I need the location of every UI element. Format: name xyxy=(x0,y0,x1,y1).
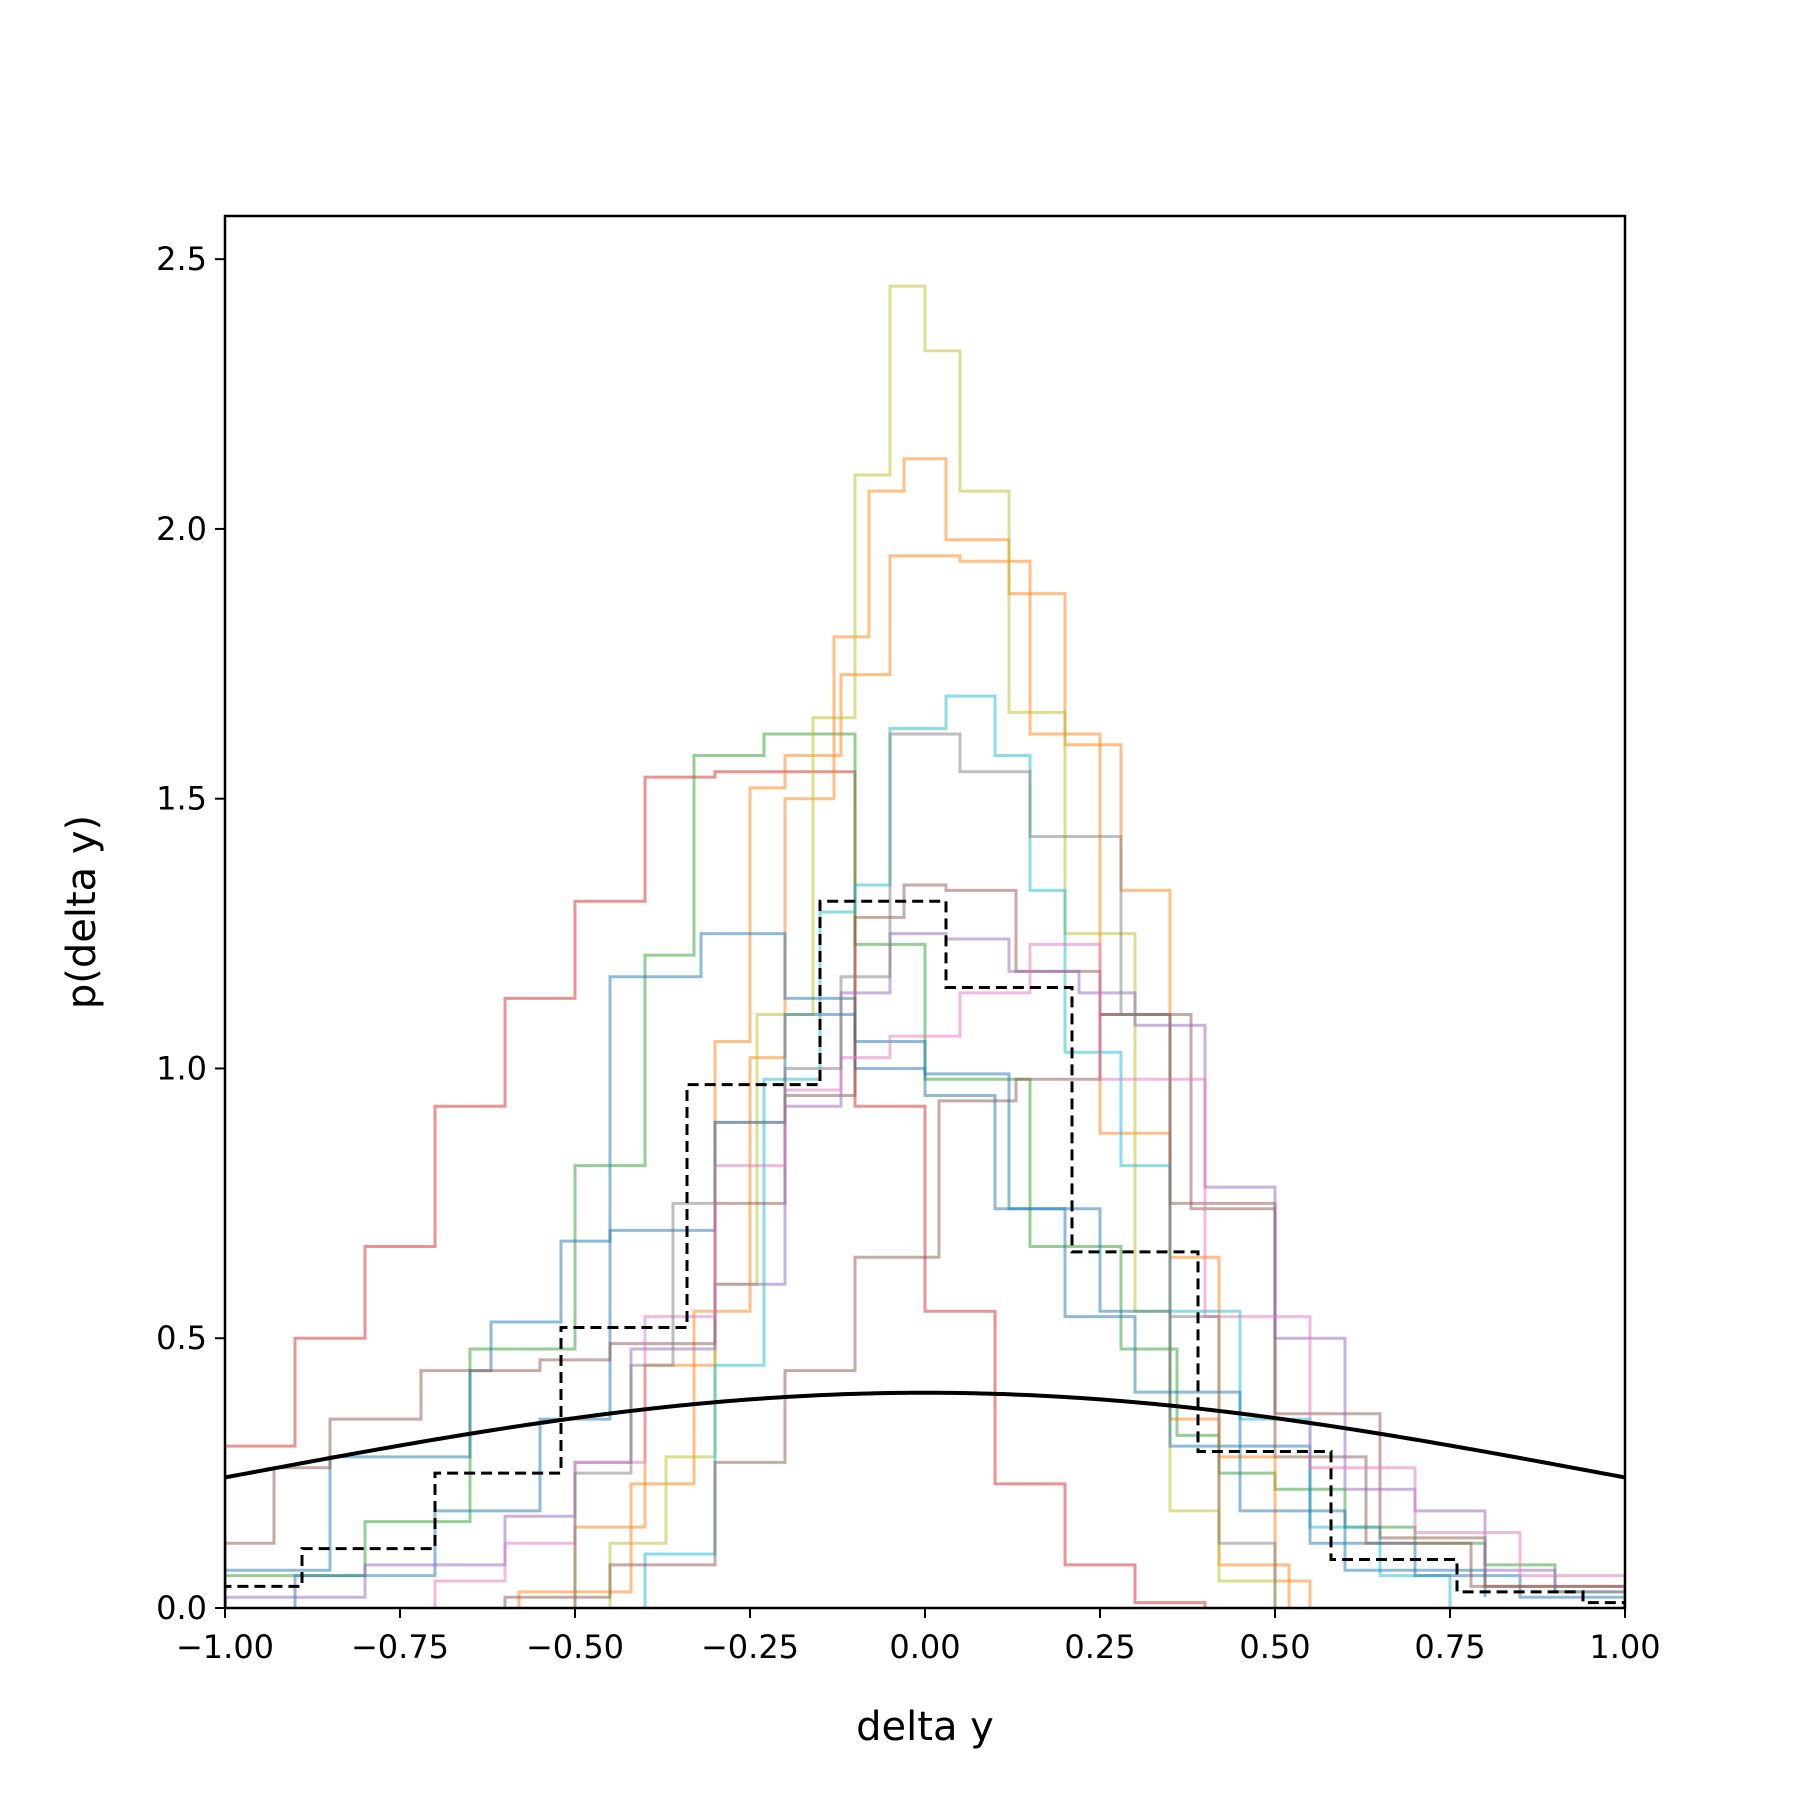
series-layer xyxy=(225,284,1625,1608)
histogram-mean-dashed xyxy=(225,899,1625,1608)
histogram-series-1 xyxy=(225,770,1207,1608)
x-tick-label: 0.00 xyxy=(889,1628,960,1666)
histogram-series-3 xyxy=(517,457,1312,1608)
histogram-series-10 xyxy=(503,1013,1625,1608)
y-tick-label: 2.5 xyxy=(156,240,207,278)
x-tick-label: −0.25 xyxy=(701,1628,799,1666)
x-axis: −1.00 −0.75 −0.50 −0.25 0.00 0.25 0.50 0.75 1.00 xyxy=(176,1608,1661,1666)
histogram-series-2 xyxy=(225,732,1625,1608)
x-tick-label: −0.75 xyxy=(351,1628,449,1666)
histogram-series-13 xyxy=(573,732,1277,1608)
histogram-series-12 xyxy=(433,942,1625,1608)
normal-pdf-curve xyxy=(225,1390,1625,1480)
y-tick-label: 0.0 xyxy=(156,1589,207,1627)
y-tick-label: 0.5 xyxy=(156,1319,207,1357)
x-tick-label: −0.50 xyxy=(526,1628,624,1666)
x-tick-label: −1.00 xyxy=(176,1628,274,1666)
y-axis-label: p(delta y) xyxy=(59,815,105,1009)
curve-layer xyxy=(225,1390,1625,1480)
x-tick-label: 0.50 xyxy=(1239,1628,1310,1666)
y-tick-label: 1.5 xyxy=(156,780,207,818)
x-tick-label: 0.25 xyxy=(1064,1628,1135,1666)
x-tick-label: 1.00 xyxy=(1589,1628,1660,1666)
y-tick-label: 2.0 xyxy=(156,510,207,548)
y-tick-label: 1.0 xyxy=(156,1049,207,1087)
histogram-series-6 xyxy=(643,694,1452,1608)
histogram-series-9 xyxy=(225,883,1625,1608)
y-axis: 0.0 0.5 1.0 1.5 2.0 2.5 xyxy=(156,240,225,1627)
histogram-series-8 xyxy=(293,1013,1487,1608)
x-axis-label: delta y xyxy=(856,1704,994,1750)
x-tick-label: 0.75 xyxy=(1414,1628,1485,1666)
